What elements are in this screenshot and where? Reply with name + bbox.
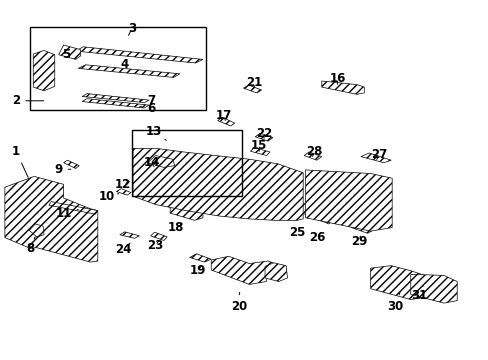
- Polygon shape: [321, 81, 364, 94]
- Polygon shape: [133, 148, 303, 220]
- Bar: [30, 27, 206, 110]
- Text: 2: 2: [12, 94, 43, 107]
- Polygon shape: [150, 232, 167, 240]
- Text: 24: 24: [115, 243, 131, 256]
- Text: 15: 15: [250, 139, 267, 152]
- Text: 6: 6: [140, 102, 155, 114]
- Text: 12: 12: [115, 178, 131, 191]
- Polygon shape: [120, 232, 139, 238]
- Text: 28: 28: [305, 145, 322, 158]
- Bar: [132, 130, 242, 196]
- Text: 13: 13: [145, 125, 166, 140]
- Polygon shape: [170, 206, 203, 220]
- Polygon shape: [82, 99, 149, 108]
- Text: 27: 27: [370, 148, 386, 161]
- Text: 3: 3: [128, 22, 136, 35]
- Polygon shape: [217, 117, 234, 126]
- Polygon shape: [243, 85, 261, 93]
- Text: 5: 5: [62, 48, 76, 61]
- Text: 18: 18: [167, 221, 184, 234]
- Polygon shape: [250, 148, 269, 156]
- Polygon shape: [5, 176, 98, 262]
- Polygon shape: [189, 254, 211, 262]
- Polygon shape: [147, 156, 175, 167]
- Text: 1: 1: [12, 145, 28, 177]
- Text: 14: 14: [143, 156, 160, 169]
- Text: 10: 10: [98, 190, 119, 203]
- Polygon shape: [264, 263, 287, 282]
- Polygon shape: [76, 47, 203, 63]
- Polygon shape: [410, 274, 456, 303]
- Polygon shape: [211, 256, 274, 284]
- Polygon shape: [49, 202, 98, 214]
- Text: 11: 11: [55, 207, 78, 220]
- Text: 17: 17: [215, 109, 232, 122]
- Text: 23: 23: [147, 239, 163, 252]
- Text: 7: 7: [140, 94, 155, 107]
- Text: 19: 19: [189, 264, 206, 277]
- Polygon shape: [304, 152, 321, 160]
- Polygon shape: [82, 94, 149, 103]
- Text: 21: 21: [245, 76, 262, 89]
- Polygon shape: [350, 224, 372, 233]
- Text: 8: 8: [26, 237, 35, 255]
- Text: 22: 22: [255, 127, 272, 140]
- Text: 25: 25: [288, 226, 305, 239]
- Polygon shape: [78, 65, 180, 77]
- Polygon shape: [59, 45, 81, 59]
- Text: 16: 16: [328, 72, 345, 85]
- Text: 20: 20: [231, 292, 247, 313]
- Polygon shape: [360, 153, 390, 163]
- Polygon shape: [370, 266, 427, 300]
- Text: 4: 4: [115, 58, 128, 71]
- Polygon shape: [316, 215, 333, 224]
- Polygon shape: [33, 50, 55, 91]
- Text: 29: 29: [350, 235, 367, 248]
- Polygon shape: [116, 189, 131, 195]
- Text: 26: 26: [308, 231, 325, 244]
- Polygon shape: [29, 224, 44, 237]
- Polygon shape: [297, 202, 310, 215]
- Polygon shape: [305, 170, 391, 231]
- Polygon shape: [63, 160, 79, 168]
- Text: 31: 31: [410, 286, 427, 302]
- Text: 30: 30: [386, 292, 403, 313]
- Text: 9: 9: [55, 163, 71, 176]
- Polygon shape: [255, 133, 272, 141]
